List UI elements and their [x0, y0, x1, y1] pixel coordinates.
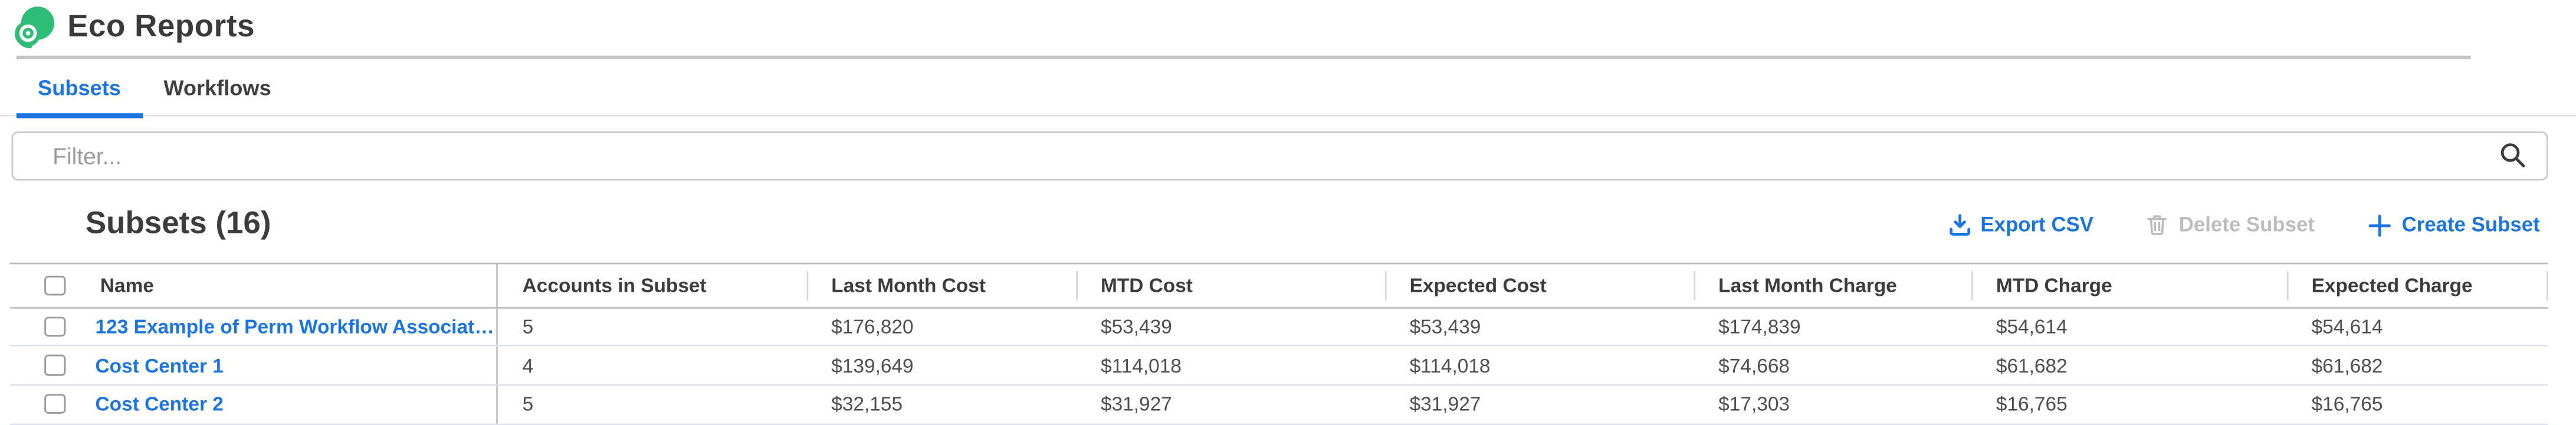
expected-charge-cell: $54,614 [2311, 315, 2383, 338]
table-row: Cost Center 2 5 $32,155 $31,927 $31,927 $17,3… [9, 386, 2548, 425]
column-header-last-month-cost: Last Month Cost [806, 264, 1076, 306]
page-title: Eco Reports [67, 9, 255, 45]
trash-icon [2148, 215, 2167, 235]
name-cell: 123 Example of Perm Workflow Association [76, 308, 497, 345]
column-header-mtd-cost: MTD Cost [1076, 264, 1385, 306]
header-divider [16, 55, 2471, 60]
row-checkbox[interactable] [44, 394, 65, 415]
last-month-charge-cell: $174,839 [1718, 315, 1801, 338]
subset-name-link[interactable]: Cost Center 2 [95, 393, 224, 416]
accounts-cell: 4 [496, 347, 806, 384]
accounts-cell: 5 [496, 386, 806, 423]
tab-workflows[interactable]: Workflows [163, 74, 271, 100]
tab-subsets[interactable]: Subsets [16, 59, 142, 118]
create-subset-label: Create Subset [2401, 213, 2540, 237]
row-checkbox-cell [10, 386, 76, 423]
table-row: Cost Center 1 4 $139,649 $114,018 $114,018 $7… [9, 347, 2548, 386]
expected-charge-cell: $61,682 [2311, 354, 2383, 377]
row-checkbox-cell [10, 308, 76, 345]
column-header-accounts-in-subset: Accounts in Subset [496, 264, 806, 307]
tab-bar: Subsets Workflows [0, 59, 2576, 118]
name-cell: Cost Center 2 [76, 386, 496, 423]
action-buttons: Export CSV Delete Subset Create Subset [1948, 213, 2540, 238]
create-subset-button[interactable]: Create Subset [2367, 213, 2540, 238]
eco-reports-logo [14, 6, 54, 48]
app-header: Eco Reports [0, 0, 2576, 56]
last-month-charge-cell: $74,668 [1718, 354, 1790, 377]
mtd-charge-cell: $54,614 [1996, 315, 2068, 338]
subsets-table: Name Accounts in Subset Last Month Cost MTD… [9, 262, 2548, 425]
table-body: 123 Example of Perm Workflow Association… [9, 308, 2548, 425]
plus-icon [2368, 213, 2391, 236]
name-cell: Cost Center 1 [76, 347, 496, 384]
last-month-cost-cell: $139,649 [831, 354, 914, 377]
delete-subset-label: Delete Subset [2178, 213, 2315, 237]
download-icon [1948, 214, 1970, 236]
select-all-checkbox[interactable] [44, 275, 65, 296]
column-header-name: Name [100, 274, 154, 297]
table-header-row: Name Accounts in Subset Last Month Cost MTD… [9, 262, 2548, 308]
expected-cost-cell: $114,018 [1409, 354, 1491, 377]
row-checkbox-cell [10, 347, 76, 384]
table-row: 123 Example of Perm Workflow Association… [9, 308, 2548, 347]
mtd-charge-cell: $61,682 [1996, 354, 2068, 377]
section-title: Subsets (16) [85, 206, 271, 242]
column-header-mtd-charge: MTD Charge [1971, 264, 2287, 306]
row-checkbox[interactable] [44, 316, 65, 337]
search-icon[interactable] [2499, 141, 2526, 169]
mtd-charge-cell: $16,765 [1996, 393, 2068, 416]
expected-charge-cell: $16,765 [2311, 393, 2383, 416]
last-month-cost-cell: $176,820 [831, 315, 914, 338]
column-header-last-month-charge: Last Month Charge [1694, 264, 1971, 306]
last-month-cost-cell: $32,155 [831, 393, 903, 416]
expected-cost-cell: $31,927 [1409, 393, 1481, 416]
expected-cost-cell: $53,439 [1409, 315, 1481, 338]
delete-subset-button[interactable]: Delete Subset [2146, 213, 2315, 236]
accounts-cell: 5 [496, 308, 806, 345]
column-header-expected-charge: Expected Charge [2286, 264, 2548, 306]
subset-name-link[interactable]: Cost Center 1 [95, 354, 224, 377]
filter-input[interactable] [11, 131, 2548, 181]
export-csv-button[interactable]: Export CSV [1948, 213, 2093, 236]
section-header-row: Subsets (16) Export CSV Delete Subset [0, 206, 2540, 242]
mtd-cost-cell: $114,018 [1100, 354, 1182, 377]
export-csv-label: Export CSV [1980, 213, 2093, 237]
mtd-cost-cell: $31,927 [1100, 393, 1172, 416]
filter-container [11, 131, 2548, 181]
column-header-expected-cost: Expected Cost [1384, 264, 1694, 306]
row-checkbox[interactable] [44, 355, 65, 376]
subset-name-link[interactable]: 123 Example of Perm Workflow Association [95, 315, 497, 338]
mtd-cost-cell: $53,439 [1100, 315, 1172, 338]
last-month-charge-cell: $17,303 [1718, 393, 1790, 416]
select-all-checkbox-cell [10, 264, 76, 306]
